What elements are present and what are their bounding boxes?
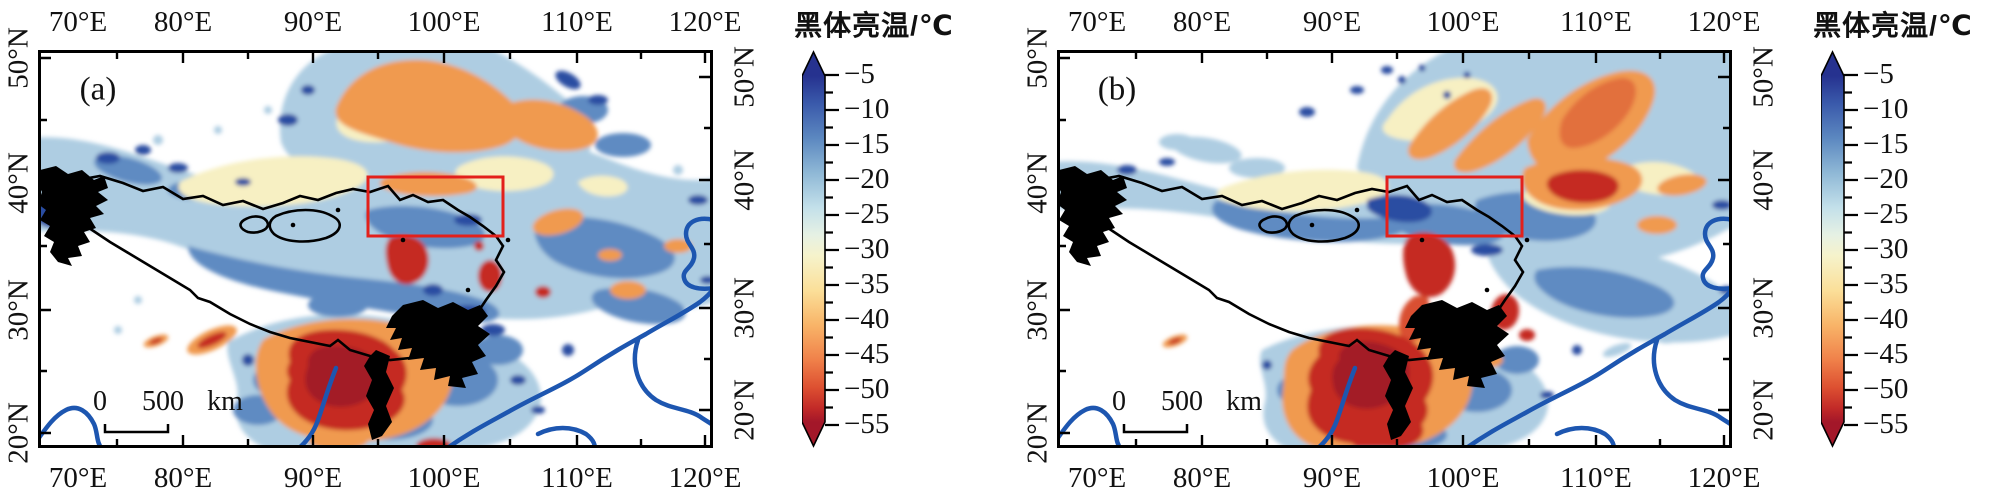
colorbar-tick-label: −30 [844, 232, 890, 265]
colorbar-tick-label: −20 [844, 162, 890, 195]
map-panel-a: (a) 0 500 km [38, 50, 713, 448]
lon-label-bottom: 100°E [407, 462, 481, 494]
colorbar-tick-label: −5 [844, 57, 875, 90]
lat-label-left: 20°N [2, 402, 35, 464]
colorbar-tick-label: −45 [844, 337, 890, 370]
map-a-svg [38, 50, 713, 448]
lat-label-right: 30°N [1747, 277, 1780, 339]
lon-label-top: 90°E [1302, 6, 1362, 38]
colorbar-tick-label: −40 [844, 302, 890, 335]
colorbar-tick-label: −35 [844, 267, 890, 300]
lon-label-top: 110°E [541, 6, 613, 38]
lat-label-left: 30°N [1021, 279, 1054, 341]
lat-label-left: 30°N [2, 279, 35, 341]
lon-label-bottom: 110°E [1560, 462, 1632, 494]
lat-label-right: 50°N [1747, 46, 1780, 108]
scalebar-zero: 0 [93, 386, 107, 417]
lon-label-top: 80°E [153, 6, 213, 38]
lat-label-left: 40°N [1021, 152, 1054, 214]
scalebar-value: 500 [142, 386, 184, 417]
colorbar-tick-label: −5 [1863, 57, 1894, 90]
colorbar-tick-label: −40 [1863, 302, 1909, 335]
scalebar-value: 500 [1161, 386, 1203, 417]
lon-label-top: 100°E [407, 6, 481, 38]
lat-label-left: 20°N [1021, 402, 1054, 464]
scalebar-unit: km [207, 386, 243, 417]
colorbar-tick-label: −50 [1863, 372, 1909, 405]
lon-label-top: 80°E [1172, 6, 1232, 38]
lon-label-top: 70°E [48, 6, 108, 38]
lon-label-bottom: 110°E [541, 462, 613, 494]
panel-label-b: (b) [1097, 71, 1137, 108]
panel-label-a: (a) [79, 71, 117, 108]
colorbar-tick-label: −25 [1863, 197, 1909, 230]
lat-label-right: 40°N [1747, 149, 1780, 211]
lon-label-bottom: 90°E [1302, 462, 1362, 494]
colorbar-title: 黑体亮温/℃ [794, 10, 954, 41]
lon-label-bottom: 120°E [1687, 462, 1761, 494]
colorbar-tick-label: −10 [844, 92, 890, 125]
lat-label-left: 50°N [1021, 27, 1054, 89]
lat-label-right: 20°N [728, 379, 761, 441]
colorbar-tick-label: −25 [844, 197, 890, 230]
scalebar-zero: 0 [1112, 386, 1126, 417]
colorbar-tick-label: −50 [844, 372, 890, 405]
lon-label-top: 120°E [1687, 6, 1761, 38]
colorbar-tick-label: −20 [1863, 162, 1909, 195]
lat-label-right: 40°N [728, 149, 761, 211]
lon-label-top: 110°E [1560, 6, 1632, 38]
map-b-svg [1057, 50, 1732, 448]
lon-label-top: 70°E [1067, 6, 1127, 38]
lon-label-bottom: 120°E [668, 462, 742, 494]
colorbar-tick-label: −30 [1863, 232, 1909, 265]
colorbar-a [802, 50, 841, 448]
lon-label-top: 90°E [283, 6, 343, 38]
lat-label-right: 30°N [728, 277, 761, 339]
colorbar-tick-label: −55 [1863, 407, 1909, 440]
lon-label-bottom: 80°E [153, 462, 213, 494]
lat-label-right: 50°N [728, 46, 761, 108]
colorbar-tick-label: −55 [844, 407, 890, 440]
lon-label-top: 120°E [668, 6, 742, 38]
colorbar-tick-label: −35 [1863, 267, 1909, 300]
lat-label-left: 50°N [2, 27, 35, 89]
map-panel-b: (b) 0 500 km [1057, 50, 1732, 448]
colorbar-title: 黑体亮温/℃ [1813, 10, 1973, 41]
cloud-field-a [38, 50, 713, 448]
lon-label-bottom: 70°E [1067, 462, 1127, 494]
lon-label-bottom: 80°E [1172, 462, 1232, 494]
colorbar-tick-label: −15 [844, 127, 890, 160]
lon-label-bottom: 100°E [1426, 462, 1500, 494]
colorbar-tick-label: −10 [1863, 92, 1909, 125]
lat-label-right: 20°N [1747, 379, 1780, 441]
lon-label-bottom: 70°E [48, 462, 108, 494]
colorbar-tick-label: −45 [1863, 337, 1909, 370]
lat-label-left: 40°N [2, 152, 35, 214]
lon-label-top: 100°E [1426, 6, 1500, 38]
scalebar-unit: km [1226, 386, 1262, 417]
colorbar-tick-label: −15 [1863, 127, 1909, 160]
lon-label-bottom: 90°E [283, 462, 343, 494]
colorbar-b [1821, 50, 1860, 448]
